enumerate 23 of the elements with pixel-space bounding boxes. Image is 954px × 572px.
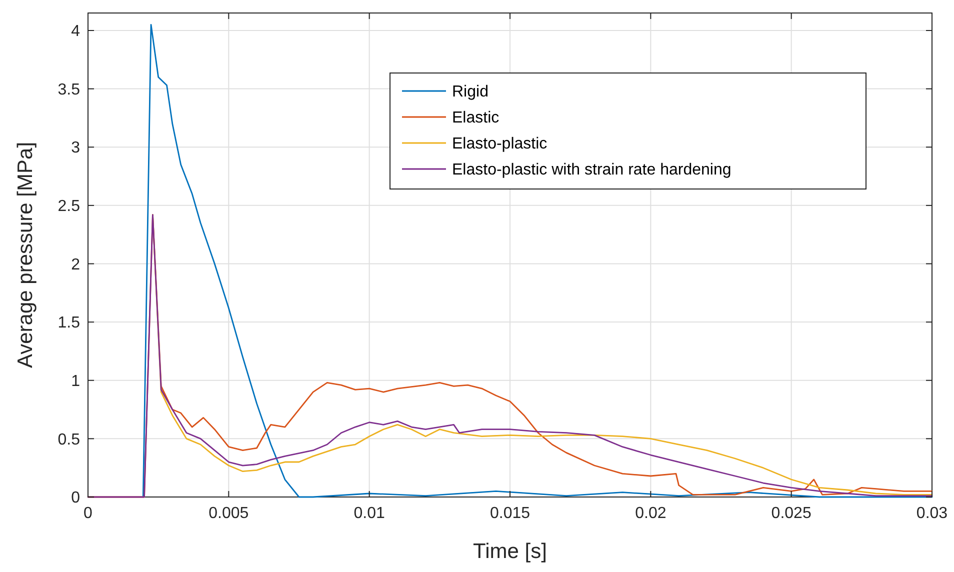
x-tick-label: 0.015 bbox=[490, 505, 530, 522]
y-tick-label: 4 bbox=[71, 23, 80, 40]
y-tick-label: 2.5 bbox=[58, 198, 80, 216]
legend-label: Elasto-plastic bbox=[452, 136, 548, 153]
x-tick-label: 0 bbox=[84, 505, 93, 522]
x-tick-label: 0.01 bbox=[354, 505, 386, 522]
x-tick-label: 0.025 bbox=[771, 505, 812, 522]
y-axis-title: Average pressure [MPa] bbox=[14, 142, 37, 368]
y-tick-label: 0 bbox=[71, 490, 80, 507]
y-tick-label: 0.5 bbox=[58, 431, 80, 448]
y-tick-label: 1.5 bbox=[58, 314, 80, 332]
legend-label: Rigid bbox=[452, 84, 488, 101]
line-series bbox=[142, 24, 933, 498]
x-axis-title: Time [s] bbox=[473, 540, 547, 563]
legend-label: Elastic bbox=[452, 110, 500, 127]
y-tick-label: 3 bbox=[71, 140, 80, 157]
x-tick-label: 0.02 bbox=[635, 505, 666, 522]
y-tick-label: 2 bbox=[71, 256, 80, 274]
legend-label: Elasto-plastic with strain rate hardening bbox=[452, 162, 732, 179]
x-tick-label: 0.005 bbox=[208, 505, 249, 522]
y-tick-label: 1 bbox=[71, 372, 80, 390]
y-tick-label: 3.5 bbox=[58, 81, 80, 98]
x-tick-label: 0.03 bbox=[916, 505, 948, 522]
